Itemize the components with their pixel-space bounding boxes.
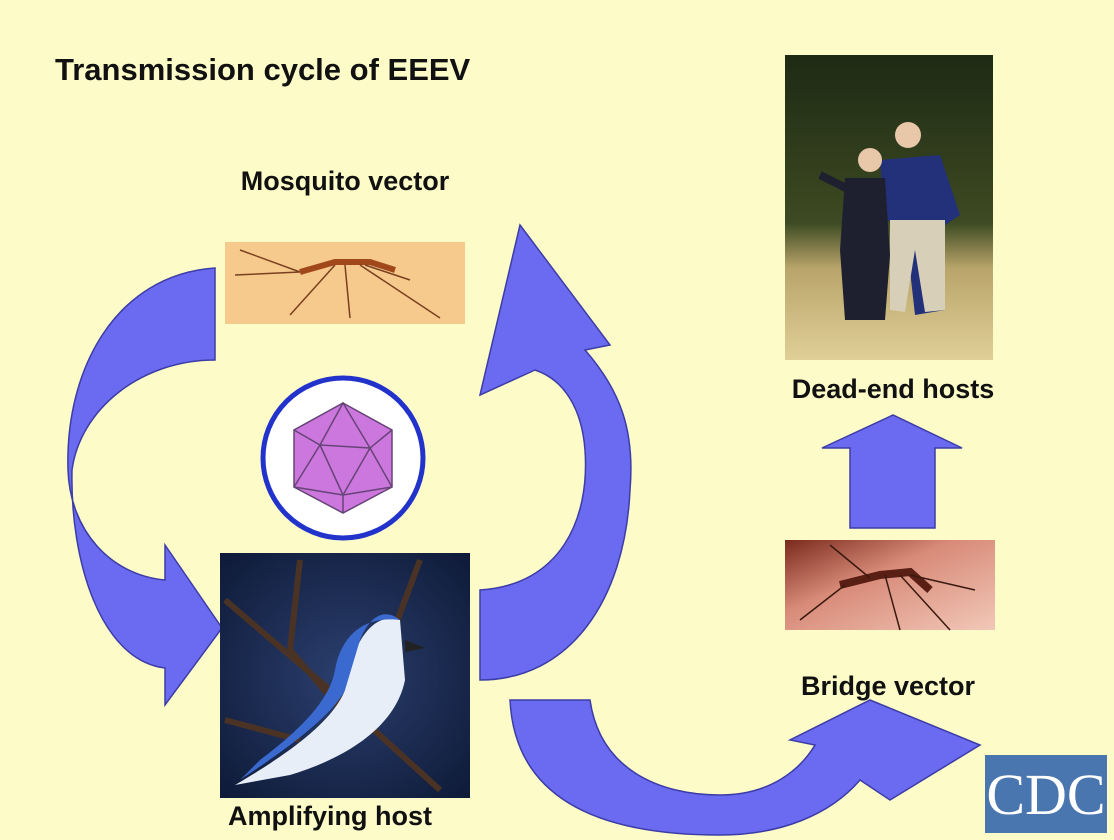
mosquito-image [225, 242, 465, 324]
node-label: Amplifying host [228, 801, 432, 831]
title: Transmission cycle of EEEV [55, 52, 471, 87]
bird-image [220, 553, 470, 798]
person-head [895, 122, 921, 148]
virus-icon [263, 378, 423, 538]
image-bg [225, 242, 465, 324]
people-image [785, 55, 993, 360]
image-bg [785, 540, 995, 630]
slide: Transmission cycle of EEEV Mosquito vect… [0, 0, 1114, 840]
node-label: Dead-end hosts [792, 374, 995, 404]
person-head [858, 148, 882, 172]
bridge-mosquito-image [785, 540, 995, 630]
person-body [840, 178, 890, 320]
node-label: Mosquito vector [241, 166, 450, 196]
node-label: Bridge vector [801, 671, 976, 701]
logo-text: CDC [986, 762, 1105, 827]
